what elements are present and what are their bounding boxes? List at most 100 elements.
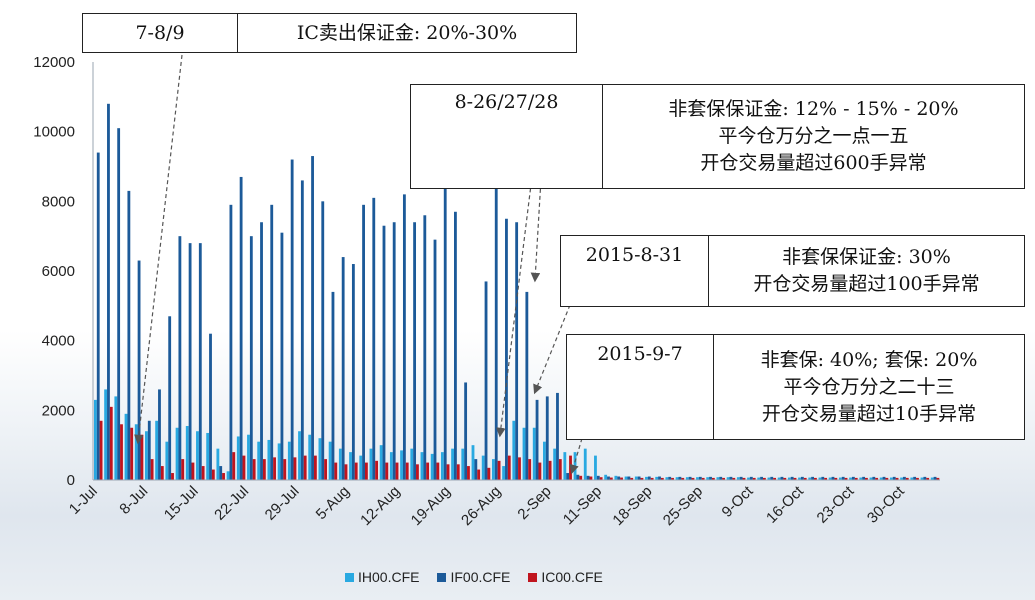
bar-if00-cfe	[770, 476, 774, 480]
bar-ic00-cfe	[895, 477, 899, 480]
bar-if00-cfe	[841, 476, 845, 480]
annotation-line: 平今仓万分之二十三	[783, 375, 955, 398]
bar-if00-cfe	[341, 257, 345, 480]
bar-ih00-cfe	[440, 452, 444, 480]
bar-if00-cfe	[351, 264, 355, 480]
bar-if00-cfe	[402, 194, 406, 480]
annotation-line: 非套保: 40%; 套保: 20%	[760, 348, 978, 371]
bar-ih00-cfe	[747, 477, 750, 480]
bar-ih00-cfe	[481, 455, 485, 480]
bar-if00-cfe	[566, 473, 570, 480]
bar-ih00-cfe	[175, 427, 179, 480]
bar-if00-cfe	[821, 476, 825, 480]
legend: IH00.CFE IF00.CFE IC00.CFE	[345, 569, 603, 585]
bar-ic00-cfe	[283, 459, 287, 480]
bar-ih00-cfe	[461, 448, 465, 480]
bar-ih00-cfe	[165, 441, 169, 480]
bar-ic00-cfe	[926, 477, 930, 480]
bar-ic00-cfe	[252, 459, 256, 480]
bar-ic00-cfe	[334, 462, 338, 480]
annotation-8-26: 8-26/27/28 非套保保证金: 12% - 15% - 20% 平今仓万分…	[410, 84, 1025, 189]
bar-if00-cfe	[851, 476, 855, 480]
bar-if00-cfe	[300, 180, 304, 480]
bar-ih00-cfe	[716, 477, 720, 480]
bar-ic00-cfe	[691, 477, 695, 480]
bar-if00-cfe	[372, 197, 376, 480]
bar-ic00-cfe	[191, 462, 195, 480]
bar-ih00-cfe	[247, 434, 250, 480]
legend-item-if00: IF00.CFE	[437, 569, 510, 585]
bar-ih00-cfe	[267, 439, 271, 480]
legend-label: IF00.CFE	[450, 569, 511, 585]
bar-if00-cfe	[270, 204, 274, 480]
bar-ic00-cfe	[242, 455, 246, 480]
y-tick-label: 6000	[42, 263, 75, 280]
bar-ic00-cfe	[701, 477, 705, 480]
bar-if00-cfe	[709, 476, 712, 480]
bar-ic00-cfe	[181, 459, 185, 480]
bar-ih00-cfe	[226, 471, 230, 480]
bar-if00-cfe	[188, 243, 192, 480]
annotation-line: 开仓交易量超过600手异常	[700, 152, 927, 174]
bar-ih00-cfe	[685, 477, 689, 480]
bar-ic00-cfe	[395, 462, 399, 480]
bar-ic00-cfe	[416, 464, 419, 480]
y-tick-label: 4000	[42, 333, 75, 350]
bar-ic00-cfe	[885, 477, 889, 480]
bar-ih00-cfe	[379, 445, 383, 480]
bar-ih00-cfe	[308, 434, 312, 480]
x-tick-label: 2-Sep	[514, 483, 554, 523]
bar-ic00-cfe	[497, 460, 501, 480]
bar-ih00-cfe	[206, 432, 210, 480]
bar-ic00-cfe	[303, 455, 307, 480]
bar-if00-cfe	[729, 476, 733, 480]
bar-ic00-cfe	[916, 477, 919, 480]
bar-ih00-cfe	[196, 431, 199, 480]
bar-ih00-cfe	[563, 452, 567, 480]
x-tick-label: 5-Aug	[313, 483, 353, 523]
bar-if00-cfe	[903, 476, 906, 480]
bar-if00-cfe	[545, 396, 549, 480]
x-tick-label: 26-Aug	[458, 483, 504, 529]
bar-ih00-cfe	[665, 477, 669, 480]
bar-ih00-cfe	[94, 399, 97, 480]
annotation-2015-8-31: 2015-8-31 非套保保证金: 30% 开仓交易量超过100手异常	[560, 235, 1025, 307]
x-tick-label: 9-Oct	[719, 482, 758, 521]
bar-ic00-cfe	[313, 455, 317, 480]
annotation-date: 2015-8-31	[561, 236, 709, 306]
bar-ih00-cfe	[287, 441, 291, 480]
bar-if00-cfe	[382, 225, 386, 480]
bar-if00-cfe	[505, 218, 508, 480]
bar-if00-cfe	[219, 466, 223, 480]
bar-ic00-cfe	[324, 459, 328, 480]
bar-ih00-cfe	[930, 477, 934, 480]
bar-ih00-cfe	[532, 427, 536, 480]
x-tick-label: 8-Jul	[116, 483, 151, 518]
bar-if00-cfe	[260, 222, 263, 481]
bar-ih00-cfe	[277, 443, 281, 480]
bar-if00-cfe	[239, 176, 243, 480]
bar-if00-cfe	[96, 152, 100, 480]
bar-ih00-cfe	[451, 448, 454, 480]
bar-if00-cfe	[127, 190, 131, 480]
bar-ih00-cfe	[910, 477, 914, 480]
bar-ic00-cfe	[538, 462, 542, 480]
bar-ih00-cfe	[318, 438, 322, 480]
bar-ih00-cfe	[655, 476, 659, 480]
bar-ic00-cfe	[528, 459, 532, 480]
bar-ic00-cfe	[762, 477, 766, 480]
bar-if00-cfe	[892, 476, 896, 480]
bar-if00-cfe	[556, 392, 559, 480]
bar-if00-cfe	[117, 128, 121, 480]
bar-ih00-cfe	[553, 448, 557, 480]
bar-if00-cfe	[811, 476, 814, 480]
bar-if00-cfe	[474, 459, 478, 480]
bar-if00-cfe	[168, 316, 172, 480]
bar-if00-cfe	[178, 236, 182, 480]
bar-if00-cfe	[586, 475, 590, 480]
bar-ih00-cfe	[410, 448, 414, 480]
bar-if00-cfe	[576, 474, 580, 480]
bar-ih00-cfe	[430, 453, 434, 481]
bar-ic00-cfe	[875, 477, 879, 480]
